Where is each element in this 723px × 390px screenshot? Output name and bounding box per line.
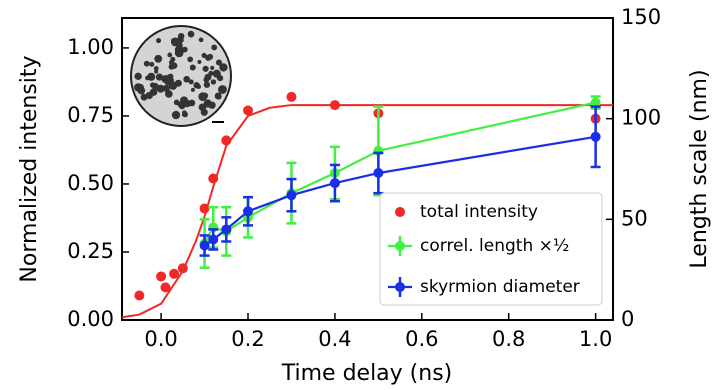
data-point bbox=[330, 178, 340, 188]
inset-dot bbox=[150, 88, 158, 96]
inset-dot bbox=[218, 85, 227, 94]
inset-dot bbox=[202, 93, 208, 99]
data-point bbox=[156, 271, 166, 281]
legend-marker bbox=[395, 282, 405, 292]
y-tick-label: 0.50 bbox=[67, 171, 114, 195]
data-point bbox=[134, 291, 144, 301]
inset-dot bbox=[204, 82, 210, 88]
y-axis-label: Normalized intensity bbox=[17, 55, 42, 282]
inset-dot bbox=[156, 38, 161, 43]
inset-dot bbox=[165, 90, 173, 98]
inset-dot bbox=[169, 64, 175, 70]
data-point bbox=[200, 241, 210, 251]
y-tick-label: 0.75 bbox=[67, 103, 114, 127]
data-point bbox=[221, 135, 231, 145]
inset-dot bbox=[174, 100, 180, 106]
inset-dot bbox=[210, 66, 214, 70]
inset-image bbox=[131, 26, 231, 126]
data-point bbox=[330, 100, 340, 110]
x-tick-label: 0.2 bbox=[231, 327, 264, 351]
inset-dot bbox=[175, 80, 179, 84]
y-tick-label: 0.00 bbox=[67, 307, 114, 331]
data-point bbox=[160, 282, 170, 292]
legend-label: total intensity bbox=[420, 202, 538, 222]
inset-dot bbox=[211, 44, 217, 50]
data-point bbox=[169, 269, 179, 279]
y-tick-label: 1.00 bbox=[67, 35, 114, 59]
y2-tick-label: 50 bbox=[621, 206, 648, 230]
x-tick-label: 0.4 bbox=[318, 327, 351, 351]
inset-dot bbox=[184, 102, 188, 106]
data-point bbox=[591, 132, 601, 142]
data-point bbox=[243, 206, 253, 216]
inset-dot bbox=[149, 62, 154, 67]
inset-dot bbox=[204, 99, 212, 107]
inset-dot bbox=[167, 53, 172, 58]
inset-dot bbox=[201, 109, 208, 116]
inset-dot bbox=[207, 54, 213, 60]
x-tick-label: 0.0 bbox=[144, 327, 177, 351]
legend-marker bbox=[395, 241, 405, 251]
inset-dot bbox=[215, 71, 220, 76]
y2-tick-label: 0 bbox=[621, 307, 634, 331]
inset-dot bbox=[199, 38, 204, 43]
data-point bbox=[208, 234, 218, 244]
page: {"chart_data": { "type": "scatter", "x_l… bbox=[0, 0, 723, 390]
data-point bbox=[373, 168, 383, 178]
x-tick-label: 0.6 bbox=[405, 327, 438, 351]
inset-dot bbox=[211, 79, 216, 84]
inset-dot bbox=[189, 79, 194, 84]
inset-dot bbox=[165, 76, 174, 85]
inset-dot bbox=[138, 87, 146, 95]
inset-dot bbox=[203, 66, 209, 72]
data-point bbox=[200, 203, 210, 213]
inset-dot bbox=[141, 94, 148, 101]
inset-dot bbox=[191, 88, 195, 92]
data-point bbox=[286, 190, 296, 200]
inset-dot bbox=[172, 111, 180, 119]
legend-label: skyrmion diameter bbox=[420, 277, 580, 297]
inset-dot bbox=[197, 60, 201, 64]
inset-dot bbox=[216, 94, 221, 99]
inset-dot bbox=[178, 33, 185, 40]
x-axis-label: Time delay (ns) bbox=[281, 361, 453, 386]
inset-dot bbox=[156, 74, 163, 81]
inset-dot bbox=[147, 73, 155, 81]
inset-dot bbox=[216, 60, 222, 66]
x-tick-label: 1.0 bbox=[579, 327, 612, 351]
inset-dot bbox=[196, 84, 201, 89]
inset-dot bbox=[154, 70, 158, 74]
y2-tick-label: 150 bbox=[621, 5, 661, 29]
inset-dot bbox=[187, 56, 193, 62]
data-point bbox=[243, 106, 253, 116]
inset-dot bbox=[134, 73, 141, 80]
legend-marker bbox=[395, 207, 405, 217]
data-point bbox=[286, 92, 296, 102]
inset-dot bbox=[190, 64, 196, 70]
inset-dot bbox=[205, 74, 212, 81]
x-tick-label: 0.8 bbox=[492, 327, 525, 351]
chart: Time delay (ns) Normalized intensity Len… bbox=[0, 0, 723, 390]
data-point bbox=[208, 174, 218, 184]
inset-dot bbox=[154, 55, 162, 63]
inset-dot bbox=[182, 112, 188, 118]
inset-dot bbox=[188, 31, 195, 38]
y2-axis-label: Length scale (nm) bbox=[687, 69, 712, 268]
y-tick-label: 0.25 bbox=[67, 239, 114, 263]
inset-dot bbox=[144, 61, 150, 67]
inset-dot bbox=[171, 38, 180, 47]
inset-dot bbox=[170, 57, 175, 62]
legend-label: correl. length ×½ bbox=[420, 236, 569, 256]
data-point bbox=[221, 224, 231, 234]
y2-tick-label: 100 bbox=[621, 106, 661, 130]
data-point bbox=[178, 263, 188, 273]
